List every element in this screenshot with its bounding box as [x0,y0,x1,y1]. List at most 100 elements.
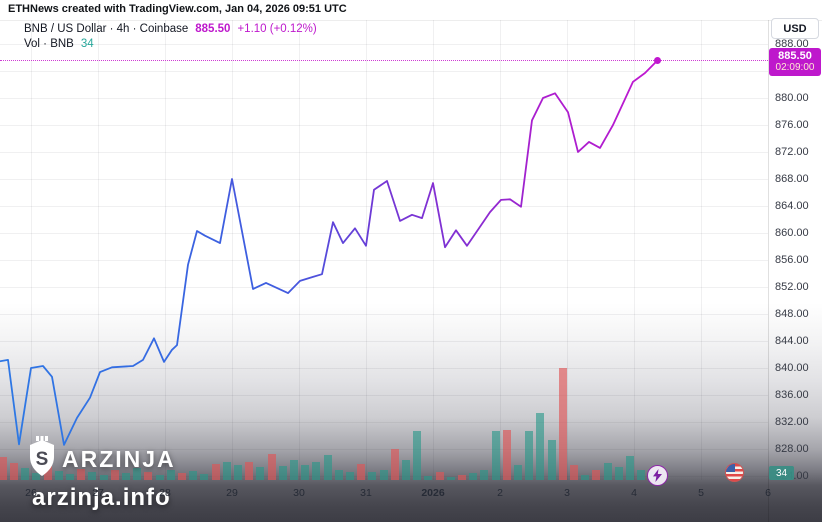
horizontal-gridline [0,44,768,45]
price-axis-label: 840.00 [775,362,809,374]
price-axis-label: 880.00 [775,92,809,104]
time-axis-label: 30 [293,487,305,499]
volume-bar [458,475,466,480]
volume-bar [0,457,7,480]
volume-bar [189,471,197,480]
currency-toggle-button[interactable]: USD [771,18,819,39]
volume-bar [77,469,85,480]
volume-bar [167,470,175,480]
volume-bar [156,475,164,480]
volume-bar [514,465,522,480]
horizontal-gridline [0,125,768,126]
vertical-gridline [31,20,32,480]
price-axis-label: 868.00 [775,173,809,185]
volume-bar [592,470,600,480]
horizontal-gridline [0,368,768,369]
horizontal-gridline [0,341,768,342]
price-axis-label: 832.00 [775,416,809,428]
horizontal-gridline [0,206,768,207]
volume-bar [424,476,432,480]
volume-bar [480,470,488,480]
time-axis-label: 3 [564,487,570,499]
volume-bar [402,460,410,480]
volume-bar [536,413,544,480]
symbol-legend-row[interactable]: BNB / US Dollar · 4h · Coinbase 885.50 +… [24,22,317,37]
volume-bar [290,460,298,480]
horizontal-gridline [0,395,768,396]
volume-bar [626,456,634,480]
price-axis-label: 836.00 [775,389,809,401]
volume-bar [144,472,152,480]
volume-bar [223,462,231,480]
volume-bar [335,470,343,480]
volume-study-title: Vol · BNB [24,38,74,50]
volume-bar [525,431,533,480]
crypto-event-lightning-icon[interactable] [647,465,668,486]
volume-bar [604,463,612,480]
price-axis-label: 872.00 [775,146,809,158]
price-axis-label: 888.00 [775,38,809,50]
vertical-gridline [433,20,434,480]
volume-bar [234,465,242,480]
price-axis[interactable]: USD 888.00884.00880.00876.00872.00868.00… [769,0,822,522]
legend-last-price: 885.50 [195,23,231,35]
price-axis-label: 856.00 [775,254,809,266]
time-axis-label: 2 [497,487,503,499]
volume-bar [615,467,623,480]
volume-bar [492,431,500,480]
flag-canton [726,464,735,472]
volume-bar [301,465,309,480]
volume-legend-row[interactable]: Vol · BNB 34 [24,37,317,52]
vertical-gridline [701,20,702,480]
volume-bar [368,472,376,480]
watermark-url: arzinja.info [32,484,171,511]
us-economic-event-flag-icon[interactable] [725,463,744,482]
volume-bar [503,430,511,480]
price-axis-label: 852.00 [775,281,809,293]
badge-price: 885.50 [778,49,812,62]
vertical-gridline [165,20,166,480]
volume-bar [212,464,220,480]
current-volume-badge: 34 [769,466,794,480]
volume-bar [279,466,287,480]
chart-legend[interactable]: BNB / US Dollar · 4h · Coinbase 885.50 +… [24,22,317,52]
volume-bar [380,470,388,480]
current-price-badge: 885.50 02:09:00 [769,47,821,76]
volume-bar [133,468,141,480]
price-axis-label: 848.00 [775,308,809,320]
volume-bar [21,468,29,480]
vertical-gridline [232,20,233,480]
horizontal-gridline [0,422,768,423]
price-axis-label: 844.00 [775,335,809,347]
volume-bar [200,474,208,480]
volume-bar [100,475,108,480]
volume-value: 34 [80,38,94,50]
horizontal-gridline [0,179,768,180]
vertical-gridline [299,20,300,480]
time-axis-label: 4 [631,487,637,499]
volume-bar [32,473,40,480]
volume-bar [10,463,18,480]
volume-bar [413,431,421,480]
volume-bar [570,465,578,480]
volume-bar [66,474,74,480]
time-axis-label: 2026 [421,487,445,499]
horizontal-gridline [0,449,768,450]
horizontal-gridline [0,287,768,288]
volume-bar [178,473,186,480]
volume-bar [436,472,444,480]
symbol-title: BNB / US Dollar · 4h · Coinbase [24,23,189,35]
pane-top-border [0,20,822,21]
volume-bar [312,462,320,480]
volume-bar [88,472,96,480]
vertical-gridline [98,20,99,480]
time-axis-label: 6 [765,487,771,499]
price-axis-border [768,20,769,522]
price-axis-label: 876.00 [775,119,809,131]
time-axis-label: 28 [159,487,171,499]
volume-bar [256,467,264,480]
horizontal-gridline [0,314,768,315]
volume-bar [548,440,556,480]
horizontal-gridline [0,233,768,234]
